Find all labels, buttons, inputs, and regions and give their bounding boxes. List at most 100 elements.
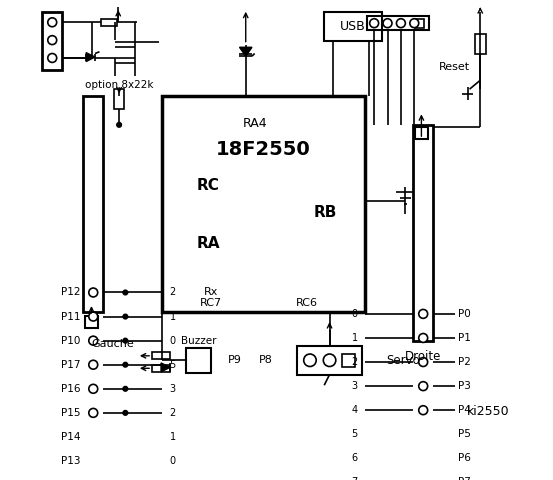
- Bar: [101, 19, 117, 26]
- Text: Buzzer: Buzzer: [181, 336, 216, 346]
- Text: P12: P12: [61, 288, 81, 298]
- Circle shape: [123, 362, 128, 367]
- Text: 0: 0: [352, 309, 358, 319]
- Text: 2: 2: [169, 408, 176, 418]
- Polygon shape: [161, 363, 170, 372]
- Text: Rx: Rx: [204, 288, 218, 298]
- Circle shape: [383, 19, 392, 28]
- Bar: [162, 96, 365, 312]
- Polygon shape: [239, 47, 252, 56]
- Bar: [367, 16, 430, 30]
- Text: P9: P9: [228, 355, 242, 365]
- Circle shape: [419, 334, 427, 342]
- Polygon shape: [86, 53, 95, 61]
- Circle shape: [419, 406, 427, 415]
- Bar: [324, 12, 382, 41]
- Text: 2: 2: [169, 288, 176, 298]
- Text: P0: P0: [458, 309, 471, 319]
- Text: P4: P4: [458, 405, 471, 415]
- Text: Gauche: Gauche: [91, 339, 134, 349]
- Circle shape: [89, 360, 98, 369]
- Circle shape: [324, 354, 336, 367]
- Text: RC: RC: [197, 178, 220, 193]
- Circle shape: [419, 358, 427, 367]
- Text: RC7: RC7: [200, 298, 222, 308]
- Circle shape: [48, 36, 57, 45]
- Bar: [114, 89, 124, 109]
- Text: option 8x22k: option 8x22k: [85, 80, 153, 90]
- Bar: [84, 96, 103, 312]
- Circle shape: [89, 384, 98, 393]
- Circle shape: [117, 122, 121, 127]
- Text: RA4: RA4: [242, 117, 267, 130]
- Text: USB: USB: [340, 20, 366, 33]
- Text: P3: P3: [458, 381, 471, 391]
- Text: P11: P11: [61, 312, 81, 322]
- Text: P14: P14: [61, 432, 81, 442]
- Circle shape: [123, 314, 128, 319]
- Circle shape: [89, 432, 98, 442]
- Circle shape: [304, 354, 316, 367]
- Bar: [152, 352, 170, 360]
- Text: ki2550: ki2550: [467, 406, 509, 419]
- Text: Servo: Servo: [387, 354, 420, 367]
- Bar: [475, 34, 486, 53]
- Text: P7: P7: [458, 478, 471, 480]
- Text: RA: RA: [196, 236, 220, 251]
- Circle shape: [123, 411, 128, 415]
- Bar: [342, 354, 354, 367]
- Text: 1: 1: [170, 312, 176, 322]
- Text: P2: P2: [458, 357, 471, 367]
- Circle shape: [370, 19, 379, 28]
- Circle shape: [419, 430, 427, 439]
- Circle shape: [123, 459, 128, 463]
- Circle shape: [89, 288, 98, 297]
- Circle shape: [48, 18, 57, 27]
- Circle shape: [89, 336, 98, 345]
- Text: 5: 5: [169, 360, 176, 370]
- Text: 7: 7: [351, 478, 358, 480]
- Text: 3: 3: [170, 384, 176, 394]
- Circle shape: [419, 478, 427, 480]
- Circle shape: [123, 290, 128, 295]
- Text: P10: P10: [61, 336, 81, 346]
- Bar: [43, 12, 62, 71]
- Bar: [85, 316, 98, 328]
- Text: 1: 1: [170, 432, 176, 442]
- Text: P15: P15: [61, 408, 81, 418]
- Text: P8: P8: [259, 355, 273, 365]
- Text: 0: 0: [170, 336, 176, 346]
- Text: RC6: RC6: [296, 298, 319, 308]
- Text: P6: P6: [458, 453, 471, 463]
- Circle shape: [419, 382, 427, 391]
- Bar: [152, 365, 170, 372]
- Bar: [415, 19, 424, 28]
- Text: 5: 5: [351, 429, 358, 439]
- Text: P1: P1: [458, 333, 471, 343]
- Circle shape: [410, 19, 419, 28]
- Circle shape: [419, 310, 427, 318]
- Circle shape: [397, 19, 405, 28]
- Text: 3: 3: [352, 381, 358, 391]
- Text: P13: P13: [61, 456, 81, 466]
- Text: RB: RB: [314, 205, 337, 220]
- Text: 4: 4: [352, 405, 358, 415]
- Circle shape: [419, 454, 427, 463]
- Circle shape: [89, 408, 98, 417]
- Circle shape: [89, 312, 98, 321]
- Text: P5: P5: [458, 429, 471, 439]
- Text: 0: 0: [170, 456, 176, 466]
- Text: P17: P17: [61, 360, 81, 370]
- Bar: [186, 348, 211, 373]
- Text: 18F2550: 18F2550: [216, 140, 311, 159]
- Circle shape: [89, 456, 98, 466]
- Text: Droite: Droite: [405, 350, 441, 363]
- Text: 6: 6: [352, 453, 358, 463]
- Circle shape: [123, 435, 128, 439]
- Text: 1: 1: [352, 333, 358, 343]
- Bar: [415, 127, 427, 139]
- Bar: [298, 346, 362, 374]
- Circle shape: [123, 338, 128, 343]
- Text: 2: 2: [351, 357, 358, 367]
- Bar: [414, 125, 433, 341]
